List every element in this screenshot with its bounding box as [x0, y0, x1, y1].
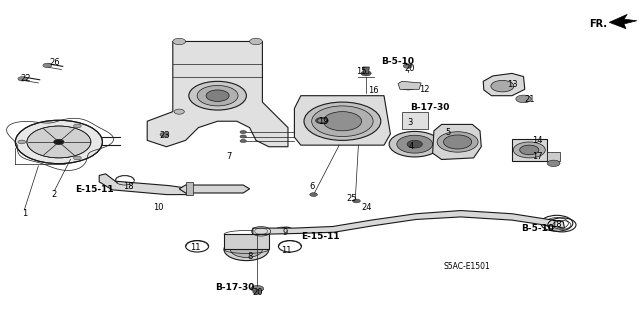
Text: 7: 7	[227, 152, 232, 161]
Text: 8: 8	[247, 252, 252, 261]
Circle shape	[224, 238, 269, 261]
Circle shape	[43, 63, 52, 68]
Polygon shape	[253, 211, 564, 234]
Text: 10: 10	[153, 203, 163, 212]
Text: 25: 25	[347, 194, 357, 203]
Circle shape	[312, 106, 373, 137]
Circle shape	[316, 117, 328, 124]
Text: FR.: FR.	[589, 19, 607, 29]
Text: 15: 15	[356, 67, 367, 76]
Circle shape	[444, 135, 472, 149]
Text: 9: 9	[282, 228, 287, 237]
Circle shape	[253, 290, 262, 294]
Circle shape	[251, 286, 264, 292]
Circle shape	[160, 132, 169, 137]
Text: 11: 11	[281, 246, 291, 255]
Text: 20: 20	[404, 64, 415, 73]
Text: 6: 6	[309, 182, 314, 191]
Circle shape	[206, 90, 229, 101]
Text: 16: 16	[368, 86, 378, 95]
Circle shape	[403, 64, 412, 68]
Bar	[402, 112, 428, 129]
Text: E-15-11: E-15-11	[76, 185, 114, 194]
Circle shape	[401, 82, 416, 90]
Text: E-15-11: E-15-11	[301, 232, 339, 241]
Circle shape	[27, 126, 91, 158]
Text: 2: 2	[52, 190, 57, 199]
Circle shape	[15, 120, 102, 164]
Text: 3: 3	[407, 118, 412, 127]
Circle shape	[323, 112, 362, 131]
Polygon shape	[179, 185, 250, 193]
Circle shape	[516, 95, 531, 103]
Circle shape	[547, 160, 560, 167]
Polygon shape	[224, 234, 269, 249]
Text: 12: 12	[419, 85, 429, 94]
Bar	[547, 152, 560, 161]
Circle shape	[240, 135, 246, 138]
Polygon shape	[99, 174, 192, 195]
Text: 20: 20	[252, 288, 262, 297]
Circle shape	[317, 118, 326, 123]
Text: 26: 26	[49, 58, 60, 67]
Circle shape	[174, 109, 184, 114]
Text: B-17-30: B-17-30	[410, 103, 450, 112]
Polygon shape	[433, 124, 481, 160]
Text: 21: 21	[524, 95, 534, 104]
Circle shape	[513, 142, 545, 158]
Polygon shape	[147, 41, 288, 147]
Text: 5: 5	[445, 128, 451, 137]
Circle shape	[437, 132, 478, 152]
Text: 14: 14	[532, 136, 543, 145]
Text: 1: 1	[22, 209, 27, 218]
Text: 24: 24	[362, 204, 372, 212]
Circle shape	[18, 77, 27, 81]
Circle shape	[361, 71, 371, 76]
Circle shape	[353, 199, 360, 203]
Polygon shape	[186, 182, 193, 195]
Text: 4: 4	[409, 142, 414, 151]
Circle shape	[189, 81, 246, 110]
Circle shape	[389, 131, 440, 157]
Polygon shape	[294, 96, 390, 145]
Circle shape	[520, 145, 539, 155]
Circle shape	[18, 140, 26, 144]
Text: B-5-10: B-5-10	[521, 224, 554, 233]
Polygon shape	[398, 81, 421, 89]
Text: 18: 18	[552, 220, 562, 229]
Text: B-5-10: B-5-10	[381, 57, 415, 66]
Circle shape	[240, 139, 246, 143]
Bar	[512, 139, 547, 161]
Text: S5AC-E1501: S5AC-E1501	[444, 262, 491, 271]
Circle shape	[310, 193, 317, 197]
Text: B-17-30: B-17-30	[215, 283, 255, 292]
Text: 19: 19	[318, 117, 328, 126]
Text: 17: 17	[532, 152, 543, 161]
Text: 18: 18	[123, 182, 133, 191]
Circle shape	[54, 139, 64, 145]
Text: 23: 23	[160, 131, 170, 140]
Polygon shape	[483, 73, 525, 96]
Circle shape	[250, 38, 262, 45]
Text: 22: 22	[20, 74, 31, 83]
Circle shape	[74, 156, 81, 160]
Circle shape	[491, 80, 514, 92]
Polygon shape	[363, 67, 369, 73]
Circle shape	[197, 85, 238, 106]
Circle shape	[230, 241, 262, 257]
Circle shape	[304, 102, 381, 140]
Circle shape	[240, 130, 246, 134]
Circle shape	[173, 38, 186, 45]
Circle shape	[397, 135, 433, 153]
Circle shape	[407, 140, 422, 148]
Circle shape	[74, 124, 81, 128]
Text: 11: 11	[190, 243, 200, 252]
Polygon shape	[609, 14, 637, 29]
Text: 13: 13	[507, 80, 517, 89]
